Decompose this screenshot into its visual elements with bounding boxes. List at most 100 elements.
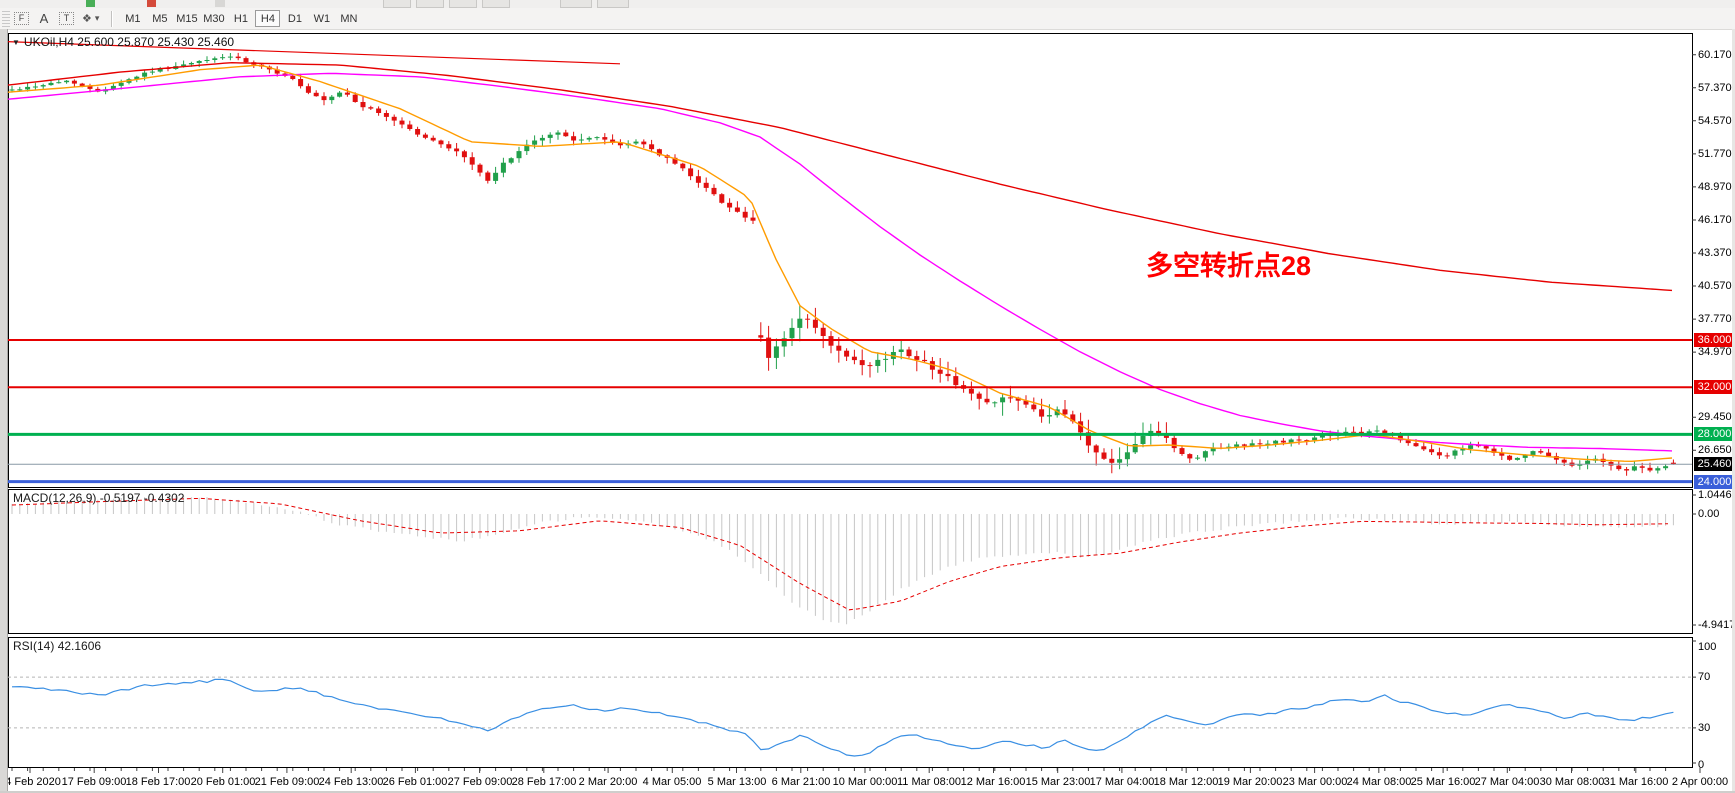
date-tick-label[interactable]: 21 Feb 09:00: [254, 776, 320, 788]
price-tick-label: 43.370: [1698, 247, 1732, 259]
toolbar-grip[interactable]: [2, 10, 10, 27]
collapse-arrow-icon[interactable]: ▼: [12, 38, 20, 47]
date-tick-label[interactable]: 27 Feb 09:00: [447, 776, 513, 788]
price-tick-label: 46.170: [1698, 214, 1732, 226]
medium-ma-line: [7, 72, 1673, 452]
slow-ma-line: [7, 61, 1673, 292]
text-label-tool-button[interactable]: T: [56, 10, 77, 28]
date-tick-label[interactable]: 25 Mar 16:00: [1410, 776, 1476, 788]
date-tick-label[interactable]: 24 Mar 08:00: [1346, 776, 1412, 788]
date-tick-label[interactable]: 18 Mar 12:00: [1153, 776, 1219, 788]
macd-main-value: -0.5197: [99, 491, 141, 505]
date-tick-label[interactable]: 12 Mar 16:00: [960, 776, 1026, 788]
timeframe-button-w1[interactable]: W1: [309, 10, 334, 27]
price-axis-ticks: [1692, 54, 1696, 764]
timeframe-button-m15[interactable]: M15: [174, 10, 199, 27]
dropdown-caret-icon: ▾: [94, 13, 100, 23]
toolbar-fragment: [449, 0, 477, 8]
price-level-badge: 24.000: [1694, 475, 1735, 489]
date-tick-label[interactable]: 23 Mar 00:00: [1282, 776, 1348, 788]
toolbar-fragment: [86, 0, 95, 7]
text-icon: A: [39, 11, 49, 26]
date-tick-label[interactable]: 26 Feb 01:00: [382, 776, 448, 788]
rsi-tick-label: 100: [1698, 641, 1717, 653]
date-tick-label[interactable]: 18 Feb 17:00: [125, 776, 191, 788]
price-tick-label: 26.650: [1698, 444, 1732, 456]
macd-name: MACD(12,26,9): [13, 491, 97, 505]
date-tick-label[interactable]: 2 Mar 20:00: [578, 776, 638, 788]
date-tick-label[interactable]: 6 Mar 21:00: [771, 776, 831, 788]
date-tick-label[interactable]: 2 Apr 00:00: [1671, 776, 1729, 788]
timeframe-button-d1[interactable]: D1: [282, 10, 307, 27]
date-tick-label[interactable]: 24 Feb 13:00: [318, 776, 384, 788]
macd-tick-label: -4.9417: [1698, 619, 1735, 631]
price-tick-label: 37.770: [1698, 313, 1732, 325]
timeframe-button-m1[interactable]: M1: [120, 10, 145, 27]
macd-signal-line: [11, 497, 1669, 611]
date-tick-label[interactable]: 5 Mar 13:00: [707, 776, 767, 788]
fibonacci-tool-button[interactable]: F: [11, 10, 32, 28]
price-level-badge: 25.460: [1694, 457, 1735, 471]
timeframe-button-mn[interactable]: MN: [336, 10, 361, 27]
date-tick-label[interactable]: 27 Mar 04:00: [1474, 776, 1540, 788]
date-tick-label[interactable]: 11 Mar 08:00: [896, 776, 962, 788]
toolbar-fragment: [215, 0, 225, 7]
price-level-badge: 36.000: [1694, 333, 1735, 347]
date-tick-label[interactable]: 20 Feb 01:00: [190, 776, 256, 788]
macd-histogram: [11, 495, 1674, 625]
timeframe-button-h4[interactable]: H4: [255, 10, 281, 27]
date-tick-label[interactable]: 30 Mar 08:00: [1539, 776, 1605, 788]
chart-title: ▼ UKOil,H4 25.600 25.870 25.430 25.460: [12, 35, 234, 49]
rsi-value: 42.1606: [57, 639, 102, 653]
price-level-badge: 28.000: [1694, 427, 1735, 441]
macd-tick-label: 1.0446: [1698, 489, 1732, 501]
toolbar-fragment: [416, 0, 444, 8]
rsi-indicator-label: RSI(14) 42.1606: [13, 639, 101, 653]
timeframe-toolbar: M1 M5 M15 M30 H1 H4 D1 W1 MN: [119, 10, 362, 27]
pane-border-2: [8, 637, 1693, 768]
rsi-tick-label: 70: [1698, 671, 1711, 683]
toolbar-fragment: [147, 0, 156, 7]
date-tick-label[interactable]: 4 Mar 05:00: [642, 776, 702, 788]
date-tick-label[interactable]: 15 Mar 23:00: [1025, 776, 1091, 788]
timeframe-button-h1[interactable]: H1: [228, 10, 253, 27]
chart-annotation-text[interactable]: 多空转折点28: [1146, 251, 1312, 281]
macd-tick-label: 0.00: [1698, 508, 1720, 520]
date-tick-label[interactable]: 10 Mar 00:00: [832, 776, 898, 788]
text-tool-button[interactable]: A: [34, 10, 54, 28]
date-tick-label[interactable]: 14 Feb 2020: [0, 776, 61, 788]
date-tick-label[interactable]: 31 Mar 16:00: [1603, 776, 1669, 788]
rsi-tick-label: 0: [1698, 759, 1705, 771]
timeframe-button-m30[interactable]: M30: [201, 10, 226, 27]
rsi-name: RSI(14): [13, 639, 55, 653]
date-tick-label[interactable]: 19 Mar 20:00: [1217, 776, 1283, 788]
toolbar-fragment: [482, 0, 510, 8]
price-tick-label: 60.170: [1698, 49, 1732, 61]
toolbar-fragment: [597, 0, 629, 8]
timeframe-button-m5[interactable]: M5: [147, 10, 172, 27]
rsi-line: [11, 678, 1674, 757]
toolbar-fragment: [383, 0, 411, 8]
window-bottom-edge: [0, 791, 1735, 793]
price-tick-label: 51.770: [1698, 148, 1732, 160]
window-left-edge: [0, 29, 8, 793]
date-tick-label[interactable]: 28 Feb 17:00: [511, 776, 577, 788]
arrows-icon: ❖: [82, 13, 92, 25]
price-tick-label: 34.970: [1698, 346, 1732, 358]
trendline: [0, 40, 621, 65]
macd-signal-value: -0.4302: [143, 491, 185, 505]
chart-toolbar: F A T ❖ ▾ M1 M5 M15 M30 H1 H4 D1 W1 MN: [0, 8, 1735, 30]
text-label-icon: T: [59, 12, 74, 25]
price-tick-label: 54.570: [1698, 115, 1732, 127]
fibonacci-icon: F: [14, 12, 29, 25]
date-tick-label[interactable]: 17 Feb 09:00: [61, 776, 127, 788]
date-tick-label[interactable]: 17 Mar 04:00: [1089, 776, 1155, 788]
symbol-ohlc-text: UKOil,H4 25.600 25.870 25.430 25.460: [23, 35, 235, 49]
price-level-badge: 32.000: [1694, 380, 1735, 394]
toolbar-separator: [111, 10, 114, 27]
price-tick-label: 40.570: [1698, 280, 1732, 292]
date-axis-ticks: [11, 768, 1701, 773]
arrows-tool-button[interactable]: ❖ ▾: [79, 10, 102, 28]
